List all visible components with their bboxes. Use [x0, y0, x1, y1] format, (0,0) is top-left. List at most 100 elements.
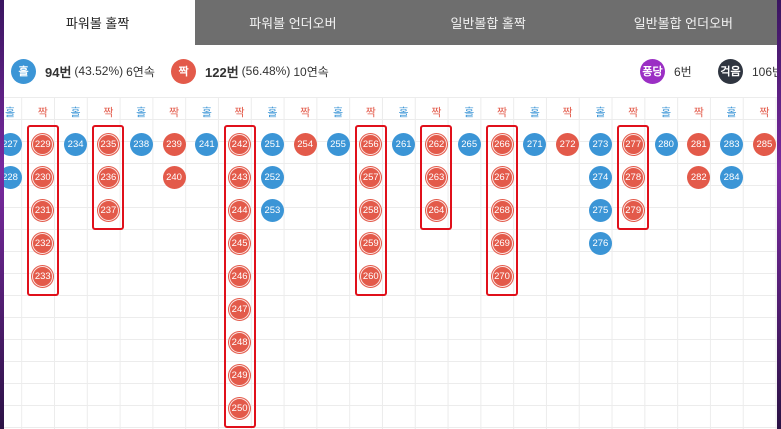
result-ball-even: 263 — [424, 166, 448, 189]
column-header-even: 짝 — [562, 107, 573, 119]
column-header-odd: 홀 — [4, 107, 16, 119]
result-ball-odd: 228 — [0, 166, 22, 189]
result-ball-even: 246 — [228, 265, 252, 288]
column-header-odd: 홀 — [726, 107, 737, 119]
jump-badge: 걱음 — [718, 58, 743, 84]
result-grid — [0, 97, 781, 429]
even-badge: 짝 — [171, 58, 196, 84]
column-header-odd: 홀 — [529, 107, 540, 119]
result-ball-even: 242 — [228, 133, 252, 156]
column-header-even: 짝 — [168, 107, 180, 119]
result-ball-even: 250 — [228, 397, 252, 420]
stats-bar: 홀 94번 (43.52%) 6연속 짝 122번 (56.48%) 10연속 … — [0, 45, 781, 97]
result-ball-odd: 251 — [260, 133, 284, 156]
jump-value: 106번 — [752, 64, 781, 79]
result-ball-even: 269 — [490, 232, 514, 255]
odd-stat: 홀 94번 (43.52%) 6연속 — [11, 58, 155, 84]
column-header-even: 짝 — [365, 107, 376, 119]
tab-normal-sum-odd-even[interactable]: 일반볼합 홀짝 — [450, 16, 526, 31]
column-header-even: 짝 — [234, 107, 245, 119]
column-header-odd: 홀 — [201, 107, 212, 119]
column-header-odd: 홀 — [267, 107, 278, 119]
result-ball-odd: 273 — [588, 133, 612, 156]
result-ball-even: 264 — [424, 199, 448, 222]
result-ball-even: 259 — [359, 232, 383, 255]
result-ball-odd: 234 — [64, 133, 88, 156]
result-ball-odd: 271 — [523, 133, 547, 156]
tab-bar: 파워볼 홀짝 파워볼 언더오버 일반볼합 홀짝 일반볼합 언더오버 — [0, 0, 781, 45]
result-ball-even: 278 — [621, 166, 645, 189]
odd-streak: 6연속 — [126, 64, 155, 79]
streak-highlight-box — [420, 125, 453, 230]
result-ball-even: 256 — [359, 133, 383, 156]
even-streak: 10연속 — [293, 64, 329, 79]
result-ball-odd: 265 — [457, 133, 481, 156]
result-ball-odd: 276 — [588, 232, 612, 255]
column-header-even: 짝 — [759, 107, 770, 119]
streak-highlight-box — [354, 125, 387, 296]
column-header-even: 짝 — [103, 107, 114, 119]
column-header-odd: 홀 — [595, 107, 606, 119]
result-ball-even: 229 — [31, 133, 55, 156]
frame-edge-right — [777, 0, 781, 429]
streak-highlight-box — [26, 125, 59, 296]
result-ball-even: 285 — [752, 133, 776, 156]
tab-powerball-under-over[interactable]: 파워볼 언더오버 — [249, 16, 337, 31]
result-ball-even: 281 — [687, 133, 711, 156]
result-ball-even: 240 — [162, 166, 186, 189]
result-ball-even: 282 — [687, 166, 711, 189]
result-ball-even: 279 — [621, 199, 645, 222]
streak-highlight-box — [92, 125, 125, 230]
column-header-even: 짝 — [693, 107, 704, 119]
result-ball-even: 231 — [31, 199, 55, 222]
column-header-odd: 홀 — [332, 107, 344, 119]
result-ball-odd: 274 — [588, 166, 612, 189]
result-ball-odd: 284 — [720, 166, 744, 189]
result-ball-even: 262 — [424, 133, 448, 156]
result-ball-even: 233 — [31, 265, 55, 288]
result-ball-even: 257 — [359, 166, 383, 189]
result-ball-even: 244 — [228, 199, 252, 222]
even-stat: 짝 122번 (56.48%) 10연속 — [171, 58, 329, 84]
frame-edge-left — [0, 0, 4, 429]
streak-highlight-box — [617, 125, 650, 230]
odd-count: 94번 — [45, 64, 72, 80]
column-header-even: 짝 — [37, 107, 48, 119]
result-ball-even: 270 — [490, 265, 514, 288]
result-ball-even: 236 — [96, 166, 120, 189]
result-ball-odd: 241 — [195, 133, 219, 156]
column-header-even: 짝 — [431, 107, 442, 119]
result-ball-even: 248 — [228, 331, 252, 354]
column-header-odd: 홀 — [464, 107, 475, 119]
result-ball-even: 260 — [359, 265, 383, 288]
result-ball-odd: 261 — [392, 133, 416, 156]
even-percent: (56.48%) — [241, 64, 291, 78]
pongdang-stat: 퐁당 6번 — [640, 58, 692, 84]
column-header-even: 짝 — [300, 107, 311, 119]
result-ball-odd: 253 — [260, 199, 284, 222]
result-ball-even: 243 — [228, 166, 252, 189]
result-ball-even: 245 — [228, 232, 252, 255]
column-header-odd: 홀 — [398, 107, 409, 119]
result-ball-even: 254 — [293, 133, 317, 156]
tab-powerball-odd-even[interactable]: 파워볼 홀짝 — [0, 0, 196, 45]
result-ball-even: 237 — [96, 199, 120, 222]
result-ball-even: 272 — [556, 133, 580, 156]
result-ball-odd: 227 — [0, 133, 22, 156]
streak-highlight-box — [223, 125, 256, 428]
result-ball-odd: 275 — [588, 199, 612, 222]
column-header-odd: 홀 — [136, 107, 147, 119]
result-ball-odd: 283 — [720, 133, 744, 156]
column-header-odd: 홀 — [70, 107, 81, 119]
result-ball-odd: 238 — [129, 133, 153, 156]
even-count: 122번 — [205, 64, 239, 80]
column-header-even: 짝 — [496, 107, 508, 119]
odd-percent: (43.52%) — [74, 64, 124, 78]
result-ball-even: 277 — [621, 133, 645, 156]
pongdang-badge: 퐁당 — [640, 58, 665, 84]
tab-normal-sum-under-over[interactable]: 일반볼합 언더오버 — [633, 16, 734, 31]
result-ball-even: 258 — [359, 199, 383, 222]
result-ball-even: 249 — [228, 364, 252, 387]
result-ball-odd: 255 — [326, 133, 350, 156]
